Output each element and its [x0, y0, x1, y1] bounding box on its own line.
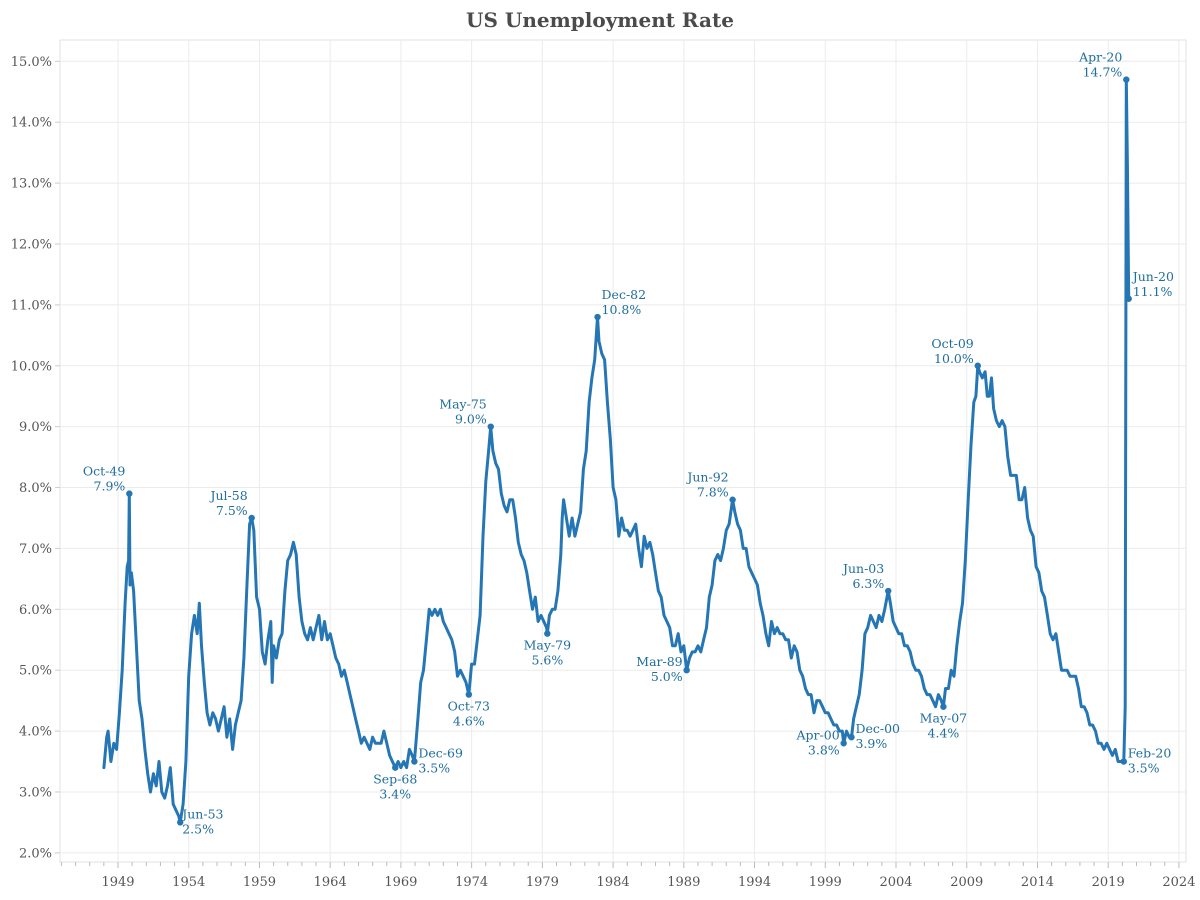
annotation-value-label: 7.9%	[94, 479, 126, 494]
annotation-date-label: Jun-20	[1131, 269, 1174, 284]
annotation-date-label: Oct-49	[83, 464, 125, 479]
annotation-date-label: Dec-69	[418, 746, 463, 761]
annotation-value-label: 3.9%	[855, 736, 887, 751]
annotation-value-label: 5.0%	[651, 669, 683, 684]
annotation-value-label: 3.5%	[1128, 761, 1160, 776]
annotation-point	[974, 362, 981, 369]
annotation-value-label: 6.3%	[852, 576, 884, 591]
annotation-value-label: 14.7%	[1083, 65, 1123, 80]
y-tick-label: 14.0%	[11, 116, 52, 131]
annotation-point	[177, 819, 184, 826]
x-tick-label: 2024	[1162, 875, 1195, 890]
annotation-point	[392, 764, 399, 771]
annotation-value-label: 10.8%	[602, 302, 642, 317]
annotation-point	[848, 733, 855, 741]
annotation-date-label: Sep-68	[373, 772, 417, 787]
annotation-point	[840, 740, 847, 747]
annotation-value-label: 3.4%	[379, 787, 411, 802]
annotation-value-label: 10.0%	[934, 351, 974, 366]
annotation-date-label: Apr-00	[796, 727, 840, 742]
annotation-value-label: 4.4%	[928, 726, 960, 741]
annotation-date-label: May-79	[524, 638, 571, 653]
annotation-point	[487, 423, 494, 430]
annotation-point	[940, 703, 947, 710]
annotation-date-label: Mar-89	[636, 654, 682, 669]
x-tick-label: 1994	[738, 875, 771, 890]
annotation-point	[594, 313, 601, 321]
y-tick-label: 5.0%	[19, 664, 52, 679]
annotation-point	[1120, 758, 1127, 765]
x-tick-label: 1969	[384, 875, 417, 890]
y-tick-label: 4.0%	[19, 725, 52, 740]
x-tick-label: 2019	[1092, 875, 1125, 890]
x-tick-label: 1974	[455, 875, 488, 890]
annotation-date-label: Dec-00	[855, 721, 900, 736]
annotation-date-label: Dec-82	[602, 287, 647, 302]
annotation-value-label: 2.5%	[182, 821, 214, 836]
annotation-date-label: May-75	[439, 397, 486, 412]
x-tick-label: 1964	[314, 875, 347, 890]
annotation-date-label: Feb-20	[1128, 746, 1172, 761]
x-tick-label: 1959	[243, 875, 276, 890]
annotation-value-label: 7.5%	[216, 503, 248, 518]
y-tick-label: 7.0%	[19, 542, 52, 557]
annotation-point	[1125, 295, 1132, 302]
annotation-value-label: 7.8%	[697, 485, 729, 500]
y-tick-label: 8.0%	[19, 481, 52, 496]
y-tick-label: 3.0%	[19, 785, 52, 800]
annotation-value-label: 11.1%	[1133, 284, 1173, 299]
x-tick-label: 1949	[101, 875, 134, 890]
annotation-point	[411, 758, 418, 765]
annotation-point	[885, 587, 892, 595]
annotation-date-label: Jun-03	[841, 561, 884, 576]
x-tick-label: 1954	[172, 875, 205, 890]
annotation-value-label: 9.0%	[455, 412, 487, 427]
y-tick-label: 2.0%	[19, 846, 52, 861]
annotation-date-label: Oct-73	[448, 699, 490, 714]
annotation-date-label: Jun-53	[180, 806, 223, 821]
annotation-date-label: Oct-09	[931, 336, 973, 351]
x-tick-label: 2009	[950, 875, 983, 890]
x-tick-label: 2004	[879, 875, 912, 890]
unemployment-rate-line	[102, 78, 1131, 824]
annotation-point	[544, 630, 551, 637]
x-tick-label: 2014	[1021, 875, 1054, 890]
annotation-date-label: Jun-92	[685, 470, 728, 485]
x-tick-label: 1989	[667, 875, 700, 890]
annotation-value-label: 4.6%	[453, 714, 485, 729]
y-tick-label: 15.0%	[11, 55, 52, 70]
x-tick-label: 1979	[526, 875, 559, 890]
annotation-point	[1123, 76, 1130, 83]
chart-title: US Unemployment Rate	[466, 8, 734, 32]
annotation-value-label: 3.8%	[808, 742, 840, 757]
y-tick-label: 10.0%	[11, 359, 52, 374]
annotation-point	[683, 667, 690, 674]
plot-border	[59, 39, 1187, 863]
annotation-point	[126, 490, 133, 497]
y-tick-label: 12.0%	[11, 237, 52, 252]
annotation-point	[248, 514, 255, 522]
annotation-date-label: Apr-20	[1078, 50, 1122, 65]
annotation-value-label: 5.6%	[531, 653, 563, 668]
y-tick-label: 9.0%	[19, 420, 52, 435]
x-tick-label: 1999	[809, 875, 842, 890]
annotation-point	[729, 496, 736, 503]
y-tick-label: 6.0%	[19, 603, 52, 618]
y-tick-label: 11.0%	[11, 298, 52, 313]
x-tick-label: 1984	[597, 875, 630, 890]
annotation-date-label: May-07	[920, 711, 967, 726]
annotation-point	[465, 691, 473, 698]
y-tick-label: 13.0%	[11, 177, 52, 192]
annotation-date-label: Jul-58	[208, 488, 247, 503]
annotation-value-label: 3.5%	[418, 761, 450, 776]
